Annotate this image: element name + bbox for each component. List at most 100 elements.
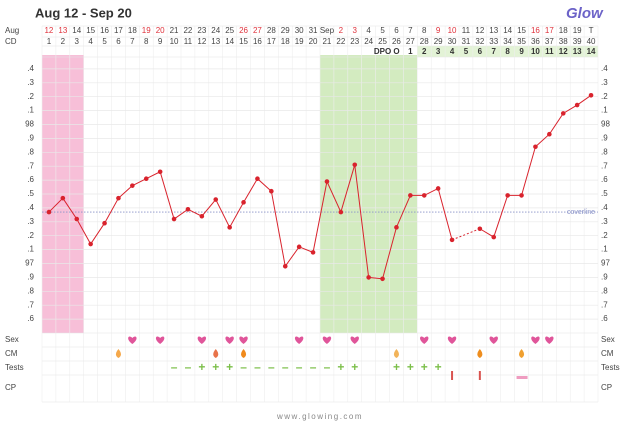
cm-icon [241, 349, 247, 358]
temperature-point [88, 241, 93, 247]
cd-number: 15 [239, 37, 248, 46]
y-tick-label-right: .2 [601, 231, 608, 240]
dpo-label: 7 [492, 47, 497, 56]
heart [545, 336, 554, 344]
footer: www.glowing.com [276, 412, 363, 421]
date-label: Sep [320, 26, 335, 35]
dpo-label: 9 [519, 47, 524, 56]
test-result: + [351, 360, 358, 374]
test-result: + [435, 360, 442, 374]
y-tick-label-right: .8 [601, 147, 608, 156]
date-label: 19 [142, 26, 151, 35]
date-label: 18 [559, 26, 568, 35]
temperature-point [143, 176, 149, 182]
temperature-point [255, 176, 260, 182]
cd-label: CD [5, 37, 17, 46]
cd-number: 24 [364, 37, 373, 46]
cd-number: 10 [170, 37, 179, 46]
temperature-point [60, 195, 66, 201]
heart [294, 336, 304, 344]
dpo-label: 11 [545, 47, 554, 56]
cd-number: 32 [475, 37, 484, 46]
test-result: – [310, 360, 317, 374]
date-label: 8 [422, 26, 427, 35]
cd-number: 26 [392, 37, 401, 46]
date-label: 11 [462, 26, 471, 35]
cd-number: 3 [75, 37, 80, 46]
temperature-point [241, 200, 246, 205]
row-label: Tests [5, 363, 24, 372]
heart [239, 336, 248, 344]
cd-number: 37 [545, 37, 554, 46]
y-tick-label: .3 [27, 78, 34, 87]
temperature-point [435, 186, 441, 191]
temperature-point [380, 276, 385, 282]
cd-number: 25 [378, 37, 387, 46]
dpo-label: 4 [450, 47, 455, 56]
cm-icon [213, 349, 219, 358]
test-result: + [198, 360, 205, 374]
y-tick-label: .5 [27, 189, 34, 198]
temperature-point [408, 193, 413, 198]
date-label: 18 [128, 26, 137, 35]
date-label: 3 [353, 26, 358, 35]
cd-number: 38 [559, 37, 568, 46]
y-tick-label-right: 98 [601, 120, 610, 129]
temperature-point [421, 193, 427, 198]
cd-number: 17 [267, 37, 276, 46]
test-result: – [324, 360, 331, 374]
y-tick-label: 97 [25, 259, 34, 268]
temperature-point [185, 206, 191, 212]
y-tick-label-right: .3 [601, 78, 608, 87]
cd-number: 2 [61, 37, 66, 46]
y-tick-label: 98 [25, 120, 34, 129]
temperature-point [547, 131, 552, 137]
cm-icon [393, 349, 399, 358]
cd-number: 20 [309, 37, 318, 46]
date-label: 29 [281, 26, 290, 35]
temperature-point [519, 193, 524, 198]
y-tick-label: .7 [27, 300, 34, 309]
date-label: 28 [267, 26, 276, 35]
date-label: 9 [436, 26, 441, 35]
cd-number: 1 [47, 37, 52, 46]
y-tick-label-right: .2 [601, 92, 608, 101]
date-label: 10 [448, 26, 457, 35]
dpo-label: 6 [478, 47, 483, 56]
y-tick-label: .8 [27, 147, 34, 156]
date-label: 16 [531, 26, 540, 35]
chart-title: Aug 12 - Sep 20 [35, 5, 132, 20]
temperature-point [199, 213, 205, 219]
y-tick-label-right: .5 [601, 189, 608, 198]
temperature-point [282, 263, 288, 269]
dpo-label: 8 [505, 47, 510, 56]
date-label: 16 [100, 26, 109, 35]
date-label: 15 [86, 26, 95, 35]
cd-number: 29 [434, 37, 443, 46]
temperature-point [296, 244, 302, 250]
temperature-point [74, 216, 80, 222]
heart [322, 336, 332, 344]
y-tick-label-right: .6 [601, 175, 608, 184]
date-label: 19 [573, 26, 582, 35]
temperature-point [505, 193, 510, 198]
test-result: + [226, 360, 233, 374]
temperature-point [130, 183, 135, 188]
date-label: 6 [394, 26, 399, 35]
date-label: 21 [170, 26, 179, 35]
heart [531, 336, 540, 344]
date-label: 25 [225, 26, 234, 35]
dpo-label: 10 [531, 47, 540, 56]
y-tick-label: .6 [27, 175, 34, 184]
y-tick-label-right: .3 [601, 217, 608, 226]
cd-number: 9 [158, 37, 163, 46]
test-result: – [171, 360, 178, 374]
test-result: – [268, 360, 275, 374]
y-tick-label: .2 [27, 231, 34, 240]
temperature-point [213, 197, 219, 202]
row-label: CM [5, 349, 18, 358]
cd-number: 23 [350, 37, 359, 46]
temperature-point [560, 111, 566, 116]
temperature-point [171, 216, 177, 222]
test-result: – [254, 360, 261, 374]
